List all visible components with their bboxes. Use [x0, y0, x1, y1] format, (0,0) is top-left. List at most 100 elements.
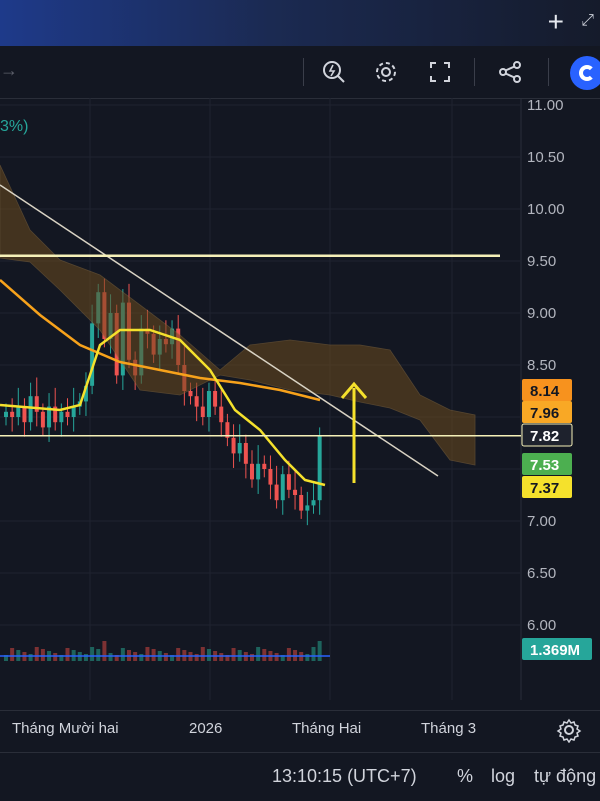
candle-body: [219, 406, 224, 423]
volume-bar: [120, 648, 125, 661]
volume-bar: [206, 649, 211, 661]
chart-toolbar: →: [0, 46, 600, 99]
candle-body: [34, 396, 39, 412]
auto-scale-toggle[interactable]: tự động: [534, 766, 597, 786]
settings-icon[interactable]: [370, 56, 402, 88]
volume-bar: [200, 647, 205, 661]
ma-line-yellow: [0, 328, 326, 487]
fullscreen-icon[interactable]: [424, 56, 456, 88]
candle-body: [274, 484, 279, 501]
trendline: [0, 184, 439, 477]
time-tick: Tháng Hai: [292, 720, 362, 737]
candle-body: [311, 500, 316, 506]
price-tick: 9.00: [527, 305, 556, 322]
price-tick: 7.00: [527, 513, 556, 530]
arrow-annotation-head: [340, 381, 368, 399]
volume-label: 1.369M: [530, 642, 580, 659]
volume-bar: [231, 648, 236, 661]
volume-bar: [274, 653, 279, 661]
volume-bar: [102, 641, 107, 661]
volume-bar: [90, 647, 95, 661]
toolbar-divider: [303, 58, 304, 86]
volume-bar: [139, 654, 144, 661]
volume-bar: [65, 648, 70, 661]
toolbar-divider: [474, 58, 475, 86]
replay-icon[interactable]: [318, 56, 350, 88]
volume-bar: [83, 654, 88, 661]
candle-body: [268, 469, 273, 485]
price-tick: 9.50: [527, 253, 556, 270]
price-tick: 10.00: [527, 201, 565, 218]
volume-bar: [34, 647, 39, 661]
volume-bar: [10, 648, 15, 661]
candle-body: [293, 489, 298, 495]
expand-icon[interactable]: ⤢: [581, 12, 594, 29]
volume-bar: [219, 653, 224, 661]
volume-bar: [176, 648, 181, 661]
volume-bar: [163, 653, 168, 661]
volume-bar: [28, 654, 33, 661]
volume-bar: [96, 649, 101, 661]
price-label-box: [522, 453, 572, 475]
time-tick: 2026: [189, 720, 223, 737]
volume-bar: [317, 641, 322, 661]
logo-icon[interactable]: [570, 56, 600, 90]
volume-bar: [108, 653, 113, 661]
volume-bar: [256, 647, 261, 661]
candle-body: [280, 474, 285, 501]
clock-text: 13:10:15 (UTC+7): [272, 766, 417, 786]
price-label: 8.14: [530, 383, 560, 400]
volume-bar: [145, 647, 150, 661]
candle-body: [213, 391, 218, 407]
volume-bar: [286, 648, 291, 661]
price-tick: 8.50: [527, 357, 556, 374]
price-label: 7.96: [530, 405, 559, 422]
candle-body: [28, 396, 33, 423]
ma-line-orange: [0, 279, 321, 402]
candle-body: [4, 411, 8, 417]
candle-body: [237, 443, 242, 454]
price-label: 7.37: [530, 480, 559, 497]
percent-toggle[interactable]: %: [457, 766, 474, 786]
volume-bar: [151, 649, 156, 661]
log-toggle[interactable]: log: [491, 766, 516, 786]
candle-body: [317, 435, 322, 501]
candle-body: [47, 406, 52, 428]
add-tab-icon[interactable]: +: [547, 6, 564, 37]
volume-bar: [250, 654, 254, 661]
candle-body: [256, 463, 261, 480]
volume-bar: [262, 649, 267, 661]
price-label: 7.82: [530, 428, 559, 445]
candle-body: [305, 505, 310, 511]
candle-body: [22, 406, 27, 423]
top-tab-bar: + ⤢: [0, 0, 600, 46]
price-label-box: [521, 423, 573, 447]
price-tick: 10.50: [527, 149, 565, 166]
axis-settings-icon[interactable]: [556, 717, 582, 743]
candle-body: [286, 474, 291, 490]
candle-body: [59, 411, 64, 423]
candle-body: [53, 406, 58, 423]
volume-bar: [194, 654, 199, 661]
bottom-status-bar: 13:10:15 (UTC+7) % log tự động: [0, 752, 600, 801]
arrow-right-icon[interactable]: →: [0, 60, 18, 80]
volume-bar: [40, 649, 45, 661]
candle-body: [231, 437, 236, 454]
candle-body: [200, 406, 205, 417]
candle-body: [40, 411, 45, 428]
price-label-box: [522, 379, 572, 401]
volume-bar: [280, 655, 285, 661]
time-tick: Tháng 3: [421, 720, 477, 737]
time-axis: Tháng Mười hai 2026 Tháng Hai Tháng 3: [0, 710, 600, 747]
volume-bar: [305, 654, 310, 661]
candle-body: [243, 443, 248, 464]
candle-body: [10, 411, 15, 417]
price-tick: 11.00: [527, 98, 563, 114]
candle-body: [71, 406, 76, 417]
price-chart[interactable]: 11.0010.5010.009.509.008.508.007.507.006…: [0, 97, 600, 702]
candle-body: [194, 396, 199, 407]
candle-body: [262, 463, 267, 469]
volume-bar: [225, 655, 230, 661]
share-icon[interactable]: [494, 56, 526, 88]
price-tick: 6.50: [527, 565, 556, 582]
